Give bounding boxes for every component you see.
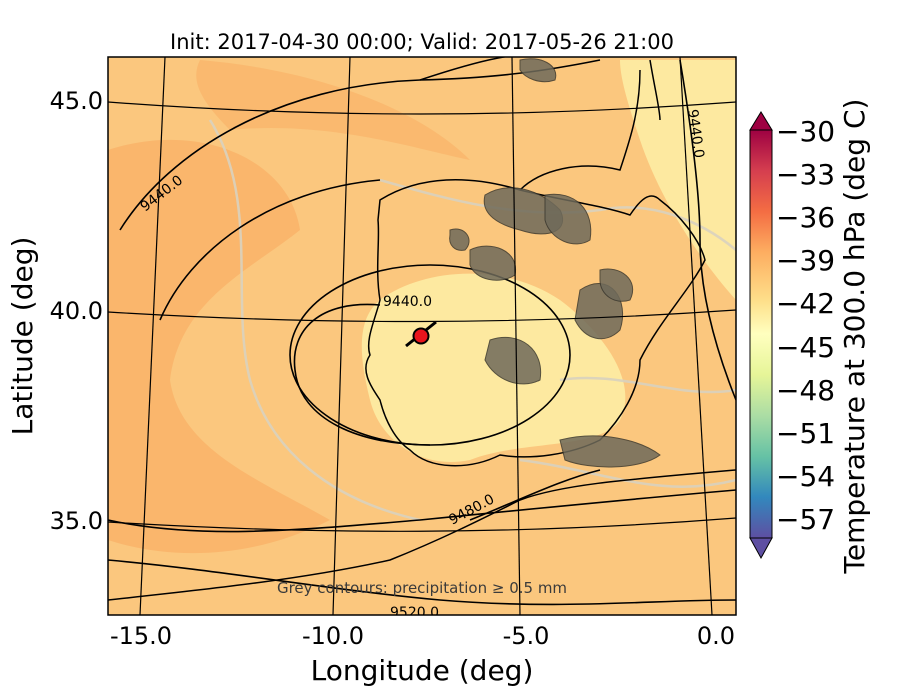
coastlines [108,57,736,601]
colorbar-max-extend [749,111,773,131]
y-axis-label: Latitude (deg) [6,237,39,436]
warm-band-west [108,139,330,554]
graticule [108,57,736,615]
x-tick-label: 0.0 [697,622,735,650]
map-title: Init: 2017-04-30 00:00; Valid: 2017-05-2… [170,30,674,54]
map-panel: 9440.0 9440.0 9440.0 9480.0 9520.0 [108,57,736,621]
x-axis-label: Longitude (deg) [311,654,534,687]
contour-label: 9440.0 [684,108,707,159]
colorbar-tick-label: −45 [776,331,835,364]
colorbar-tick-label: −36 [776,201,835,234]
colorbar-label: Temperature at 300.0 hPa (deg C) [838,99,871,575]
precipitation-note: Grey contours: precipitation ≥ 0.5 mm [277,579,567,597]
x-tick-label: -15.0 [110,622,172,650]
contour-label: 9520.0 [390,605,439,621]
x-tick-label: -5.0 [503,622,550,650]
x-tick-label: -10.0 [302,622,364,650]
colorbar-scale [749,129,773,539]
colorbar-tick-label: −51 [776,417,835,450]
colorbar-tick-label: −48 [776,374,835,407]
colorbar-tick-label: −42 [776,287,835,320]
colorbar-tick-label: −30 [776,115,835,148]
warm-band-north [196,60,470,160]
colorbar-tick-label: −39 [776,244,835,277]
precipitation-areas [449,58,661,468]
y-tick-label: 45.0 [50,87,103,115]
colorbar-ticks: −30 −33 −36 −39 −42 −45 −48 −51 −54 −57 [776,115,835,536]
map-frame [107,56,737,616]
colorbar-min-extend [749,537,773,560]
cold-pool-east [620,60,736,300]
colorbar: −30 −33 −36 −39 −42 −45 −48 −51 −54 −57 … [749,99,871,575]
y-tick-label: 40.0 [50,297,103,325]
colorbar-tick-label: −33 [776,158,835,191]
colorbar-tick-label: −57 [776,503,835,536]
location-marker [405,320,437,348]
contour-label: 9440.0 [383,294,432,310]
y-tick-label: 35.0 [50,507,103,535]
colorbar-tick-label: −54 [776,460,835,493]
